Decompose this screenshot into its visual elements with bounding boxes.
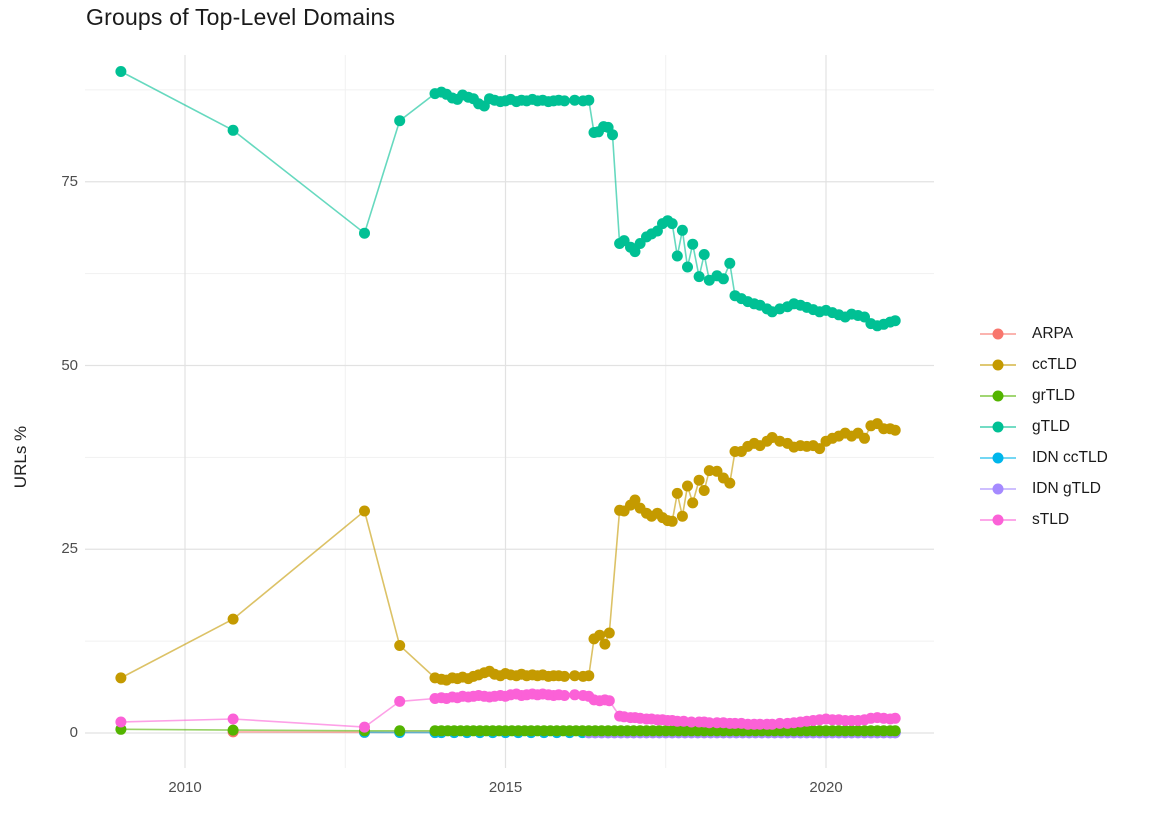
series-stld-point [359,721,370,733]
series-gtld-point [687,238,699,250]
legend-label: grTLD [1032,386,1076,404]
series-cctld-point [394,640,406,651]
series-stld-point [603,695,615,707]
series-gtld-point [629,246,641,258]
series-cctld-point [698,485,710,496]
gridlines [85,55,934,768]
series-cctld-point [889,424,901,436]
y-tick-label: 25 [61,540,78,558]
legend-item-stld: sTLD [980,504,1108,535]
series-cctld-point [814,443,826,455]
x-tick-label: 2020 [809,779,843,796]
series-gtld-point [394,115,406,127]
legend-item-grtld: grTLD [980,380,1108,411]
series-grtld-point [227,724,239,736]
series-gtld-point [698,249,710,260]
legend-label: ccTLD [1032,355,1077,373]
series-cctld-point [682,480,693,492]
series-gtld-point [724,257,736,269]
series-stld-point [703,717,715,729]
legend-label: gTLD [1032,417,1070,435]
y-tick-label: 0 [69,724,78,741]
series-cctld-point [359,505,370,517]
series-gtld-point [717,273,729,285]
series-cctld [115,418,901,686]
series-gtld-point [359,227,370,239]
series-stld-point [559,690,570,701]
series-stld-point [394,695,406,707]
series-cctld-point [115,672,127,684]
series-grtld-point [394,725,406,737]
series-gtld [115,66,901,332]
series-stld-point [889,712,901,724]
series-cctld-point [676,510,688,522]
y-axis-title: URLs % [11,425,30,489]
series-grtld-point [889,725,901,737]
legend-label: sTLD [1032,510,1070,528]
legend-item-gtld: gTLD [980,411,1108,442]
series-stld-point [115,716,127,728]
legend-item-idn-gtld: IDN gTLD [980,473,1108,504]
series-cctld-point [583,670,595,682]
legend-key-cctld-icon [980,359,1016,370]
legend-label: IDN gTLD [1032,479,1101,497]
series-cctld-point [603,627,615,639]
series-gtld-line [120,70,896,327]
legend-item-cctld: ccTLD [980,349,1108,380]
series-cctld-point [666,515,678,527]
legend-label: IDN ccTLD [1032,448,1108,466]
series-grtld [115,723,901,737]
legend: ARPA ccTLD grTLD gTLD IDN ccTLD IDN gTLD sTLD [980,318,1108,535]
series-cctld-point [629,494,641,506]
series-cctld-point [859,432,870,444]
y-tick-label: 50 [61,356,78,374]
series-gtld-point [607,129,618,141]
series-cctld-point [693,474,705,486]
series-cctld-point [671,487,683,499]
series-cctld-point [569,670,581,682]
legend-label: ARPA [1032,324,1074,342]
series-stld [115,688,901,733]
series-gtld-point [671,250,683,262]
y-tick-label: 75 [61,172,78,190]
series-stld-point [569,689,581,701]
series-cctld-point [599,638,611,650]
series-cctld-point [724,477,736,489]
series-gtld-point [227,124,239,136]
x-tick-label: 2015 [488,779,523,796]
legend-key-gtld-icon [980,421,1016,432]
series-cctld-point [594,629,606,641]
legend-key-idn-gtld-icon [980,483,1016,494]
series-gtld-point [115,66,127,77]
x-tick-label: 2010 [168,779,202,796]
series-gtld-point [583,94,595,106]
legend-key-grtld-icon [980,390,1016,401]
legend-item-idn-cctld: IDN ccTLD [980,442,1108,473]
series-cctld-point [687,497,699,509]
chart-title: Groups of Top-Level Domains [86,4,396,30]
series-gtld-point [676,224,688,236]
series-cctld-point [559,670,570,682]
series-stld-point [227,713,239,725]
series-stld-point [774,717,786,729]
series-gtld-point [682,261,693,273]
legend-key-stld-icon [980,514,1016,525]
legend-key-idn-cctld-icon [980,452,1016,463]
series-gtld-point [666,218,678,230]
series-gtld-point [569,94,581,106]
series-gtld-point [559,95,570,107]
legend-item-arpa: ARPA [980,318,1108,349]
series-gtld-point [889,315,901,327]
series-gtld-point [693,271,705,283]
legend-key-arpa-icon [980,328,1016,339]
series-cctld-point [227,613,239,625]
series-stld-point [685,716,697,728]
